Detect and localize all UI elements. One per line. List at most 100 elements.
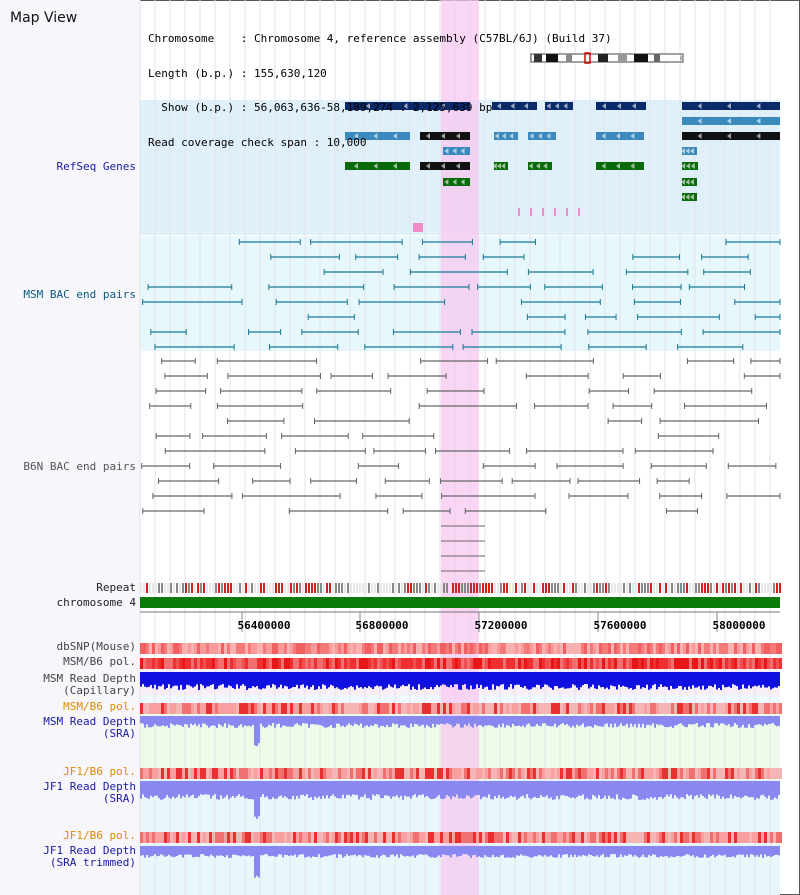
info-length: Length (b.p.) : 155,630,120 <box>148 66 327 80</box>
jf1-pol2-cell <box>275 832 278 843</box>
msm-capillary-depth-bar <box>452 672 454 688</box>
jf1-sra-depth-bar <box>696 781 698 796</box>
jf1-trimmed-depth-bar <box>224 846 226 858</box>
repeat-block <box>239 583 241 593</box>
jf1-trimmed-depth-bar <box>446 846 448 856</box>
label-dbsnp[interactable]: dbSNP(Mouse) <box>56 640 136 653</box>
repeat-block <box>278 583 280 593</box>
jf1-pol2-cell <box>341 832 344 843</box>
jf1-pol-cell <box>302 768 305 779</box>
chromosome-ideogram[interactable] <box>530 52 686 64</box>
msm-sra-depth-bar <box>294 716 296 725</box>
msm-capillary-depth-bar <box>682 672 684 690</box>
repeat-block <box>614 583 616 593</box>
msm-sra-depth-bar <box>240 716 242 725</box>
jf1-pol-cell <box>473 768 476 779</box>
jf1-pol-cell <box>152 768 155 779</box>
jf1-trimmed-depth-bar <box>640 846 642 857</box>
label-jf1-read-depth-sra[interactable]: JF1 Read Depth (SRA) <box>43 780 136 805</box>
msm-pol-cell <box>407 658 410 669</box>
dbsnp-cell <box>458 643 461 654</box>
label-jf1-read-depth-trimmed[interactable]: JF1 Read Depth (SRA trimmed) <box>43 844 136 869</box>
msm-pol-cell <box>737 658 740 669</box>
msm-sra-depth-bar <box>546 716 548 726</box>
dbsnp-cell <box>233 643 236 654</box>
repeat-block <box>374 583 376 593</box>
msm-pol2-cell <box>398 703 401 714</box>
jf1-trimmed-depth-bar <box>476 846 478 858</box>
jf1-trimmed-depth-bar <box>668 846 670 858</box>
msm-pol2-cell <box>407 703 410 714</box>
jf1-sra-depth-bar <box>668 781 670 797</box>
msm-capillary-depth-bar <box>690 672 692 689</box>
jf1-trimmed-depth-bar <box>214 846 216 858</box>
label-jf1-b6-pol-2[interactable]: JF1/B6 pol. <box>63 829 136 842</box>
gene-strand-arrow <box>501 163 506 169</box>
label-jf1-b6-pol-1[interactable]: JF1/B6 pol. <box>63 765 136 778</box>
jf1-trimmed-depth-bar <box>546 846 548 857</box>
jf1-sra-depth-bar <box>480 781 482 800</box>
msm-capillary-depth-bar <box>504 672 506 690</box>
msm-pol2-cell <box>311 703 314 714</box>
msm-pol2-cell <box>602 703 605 714</box>
jf1-trimmed-depth-bar <box>438 846 440 856</box>
jf1-sra-depth-bar <box>310 781 312 798</box>
label-msm-read-depth-sra[interactable]: MSM Read Depth (SRA) <box>43 715 136 740</box>
jf1-sra-depth-bar <box>276 781 278 799</box>
jf1-pol2-cell <box>164 832 167 843</box>
jf1-trimmed-depth-bar <box>662 846 664 857</box>
label-refseq[interactable]: RefSeq Genes <box>56 160 136 173</box>
jf1-pol2-cell <box>437 832 440 843</box>
msm-sra-depth-bar <box>278 716 280 724</box>
msm-capillary-depth-bar <box>596 672 598 690</box>
jf1-pol-cell <box>404 768 407 779</box>
msm-capillary-depth-bar <box>244 672 246 686</box>
msm-sra-depth-bar <box>702 716 704 726</box>
msm-capillary-depth-bar <box>638 672 640 686</box>
msm-capillary-depth-bar <box>588 672 590 689</box>
jf1-trimmed-depth-bar <box>148 846 150 858</box>
jf1-pol-cell <box>509 768 512 779</box>
msm-pol2-cell <box>437 703 440 714</box>
jf1-trimmed-depth-bar <box>766 846 768 857</box>
msm-capillary-depth-bar <box>574 672 576 686</box>
jf1-sra-depth-bar <box>506 781 508 798</box>
jf1-trimmed-depth-bar <box>480 846 482 858</box>
repeat-block <box>611 583 613 593</box>
dbsnp-cell <box>281 643 284 654</box>
msm-capillary-depth-bar <box>176 672 178 686</box>
label-msm-bac[interactable]: MSM BAC end pairs <box>23 288 136 301</box>
msm-capillary-depth-bar <box>518 672 520 685</box>
msm-capillary-depth-bar <box>230 672 232 687</box>
jf1-pol2-cell <box>695 832 698 843</box>
label-b6n-bac[interactable]: B6N BAC end pairs <box>23 460 136 473</box>
msm-pol-cell <box>266 658 269 669</box>
msm-capillary-depth-bar <box>470 672 472 686</box>
jf1-sra-depth-bar <box>424 781 426 798</box>
jf1-trimmed-depth-bar <box>212 846 214 856</box>
jf1-sra-depth-bar <box>150 781 152 796</box>
msm-pol-cell <box>581 658 584 669</box>
jf1-trimmed-depth-bar <box>576 846 578 857</box>
jf1-pol2-cell <box>668 832 671 843</box>
jf1-pol-cell <box>632 768 635 779</box>
jf1-sra-depth-bar <box>590 781 592 800</box>
jf1-sra-depth-bar <box>350 781 352 797</box>
msm-pol2-cell <box>380 703 383 714</box>
msm-sra-depth-bar <box>358 716 360 726</box>
dbsnp-cell <box>608 643 611 654</box>
msm-pol2-cell <box>710 703 713 714</box>
jf1-sra-depth-bar <box>228 781 230 800</box>
jf1-trimmed-depth-bar <box>678 846 680 857</box>
jf1-sra-depth-bar <box>542 781 544 797</box>
jf1-trimmed-depth-bar <box>636 846 638 857</box>
jf1-pol2-cell <box>428 832 431 843</box>
label-msm-b6-pol-2[interactable]: MSM/B6 pol. <box>63 700 136 713</box>
label-msm-read-depth-cap[interactable]: MSM Read Depth (Capillary) <box>43 672 136 697</box>
label-msm-b6-pol-1[interactable]: MSM/B6 pol. <box>63 655 136 668</box>
jf1-pol-cell <box>644 768 647 779</box>
gene-strand-arrow <box>354 133 358 139</box>
msm-pol-cell <box>218 658 221 669</box>
msm-pol2-cell <box>638 703 641 714</box>
